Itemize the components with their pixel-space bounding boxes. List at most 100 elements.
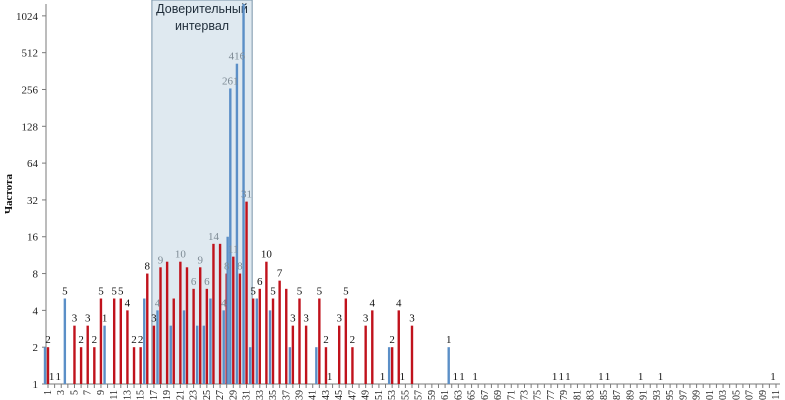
x-tick-label: 91 xyxy=(639,390,650,400)
red-bar xyxy=(364,325,367,384)
y-tick-label: 1 xyxy=(33,379,39,391)
x-tick-label: 27 xyxy=(215,390,226,400)
data-label: 1 xyxy=(49,371,55,383)
data-label: 3 xyxy=(151,313,157,325)
red-bar xyxy=(73,325,76,384)
data-label: 1 xyxy=(598,371,604,383)
blue-bar xyxy=(235,63,239,384)
data-label: 5 xyxy=(250,286,256,298)
red-bar xyxy=(146,273,149,384)
x-tick-label: 03 xyxy=(718,390,729,400)
x-tick-label: 33 xyxy=(255,390,266,400)
data-label: 11 xyxy=(228,244,239,256)
x-tick-label: 43 xyxy=(321,390,332,400)
data-label: 4 xyxy=(125,297,131,309)
blue-bar xyxy=(248,347,252,384)
x-tick-label: 89 xyxy=(625,390,636,400)
blue-bar xyxy=(169,325,172,384)
red-bar xyxy=(152,325,156,384)
blue-bar xyxy=(156,310,159,384)
x-tick-label: 31 xyxy=(242,390,253,400)
x-tick-label: 95 xyxy=(665,390,676,400)
data-label: 3 xyxy=(290,313,296,325)
x-tick-label: 49 xyxy=(361,390,372,400)
x-tick-label: 45 xyxy=(334,390,345,400)
data-label: 2 xyxy=(92,334,98,346)
x-tick-label: 97 xyxy=(678,390,689,400)
data-label: 10 xyxy=(175,249,187,261)
y-tick-label: 16 xyxy=(27,232,39,244)
x-tick-label: 61 xyxy=(440,390,451,400)
red-bar xyxy=(185,267,189,384)
data-label: 5 xyxy=(62,286,68,298)
x-tick-label: 11 xyxy=(771,390,782,400)
data-label: 1 xyxy=(558,371,564,383)
blue-bar xyxy=(447,347,450,384)
data-label: 3 xyxy=(409,313,415,325)
data-label: 1 xyxy=(400,371,406,383)
x-tick-label: 69 xyxy=(493,390,504,400)
y-tick-label: 4 xyxy=(33,305,39,317)
red-bar xyxy=(271,298,275,384)
x-tick-label: 87 xyxy=(612,390,623,400)
x-tick-label: 29 xyxy=(228,390,239,400)
data-label: 1 xyxy=(55,371,61,383)
data-label: 1 xyxy=(552,371,558,383)
blue-bar xyxy=(103,325,106,384)
x-tick-label: 39 xyxy=(294,390,305,400)
data-label: 5 xyxy=(317,286,323,298)
red-bar xyxy=(298,298,301,384)
y-tick-label: 256 xyxy=(22,84,39,96)
x-tick-label: 17 xyxy=(149,390,160,400)
data-label: 5 xyxy=(118,286,124,298)
data-label: 1 xyxy=(638,371,644,383)
red-bar xyxy=(232,256,235,384)
data-label: 8 xyxy=(224,261,230,273)
x-tick-label: 67 xyxy=(480,390,491,400)
data-label: 2 xyxy=(78,334,84,346)
blue-bar xyxy=(315,347,318,384)
data-label: 9 xyxy=(197,254,203,266)
red-bar xyxy=(245,201,248,384)
x-tick-label: 59 xyxy=(427,390,438,400)
data-label: 3 xyxy=(303,313,309,325)
data-label: 1 xyxy=(770,371,776,383)
x-tick-label: 99 xyxy=(692,390,703,400)
data-label: 2 xyxy=(389,334,395,346)
x-tick-label: 57 xyxy=(414,390,425,400)
red-bar xyxy=(99,298,103,384)
red-bar xyxy=(205,288,209,384)
x-tick-label: 9 xyxy=(96,390,107,395)
data-label: 5 xyxy=(297,286,303,298)
red-bar xyxy=(291,325,295,384)
data-label: 5 xyxy=(111,286,117,298)
red-bar xyxy=(112,298,116,384)
y-tick-label: 32 xyxy=(27,195,38,207)
red-bar xyxy=(390,347,394,384)
blue-bar xyxy=(387,347,391,384)
blue-bar xyxy=(268,310,272,384)
x-tick-label: 07 xyxy=(745,390,756,400)
y-tick-label: 64 xyxy=(27,158,39,170)
red-bar xyxy=(165,261,169,384)
data-label: 6 xyxy=(257,276,263,288)
data-label: 2 xyxy=(323,334,329,346)
data-label: 4 xyxy=(396,297,402,309)
red-bar xyxy=(265,261,268,384)
x-tick-label: 63 xyxy=(453,390,464,400)
data-label: 1 xyxy=(102,313,108,325)
blue-bar xyxy=(63,298,67,384)
x-tick-label: 7 xyxy=(83,390,94,395)
data-label: 3 xyxy=(85,313,91,325)
x-tick-label: 23 xyxy=(189,390,200,400)
red-bar xyxy=(258,288,261,384)
red-bar xyxy=(410,325,414,384)
red-bar xyxy=(212,243,215,384)
red-bar xyxy=(324,347,328,384)
red-bar xyxy=(172,298,175,384)
red-bar xyxy=(79,347,83,384)
data-label: 1 xyxy=(446,334,452,346)
red-bar xyxy=(46,347,50,384)
red-bar xyxy=(304,325,308,384)
